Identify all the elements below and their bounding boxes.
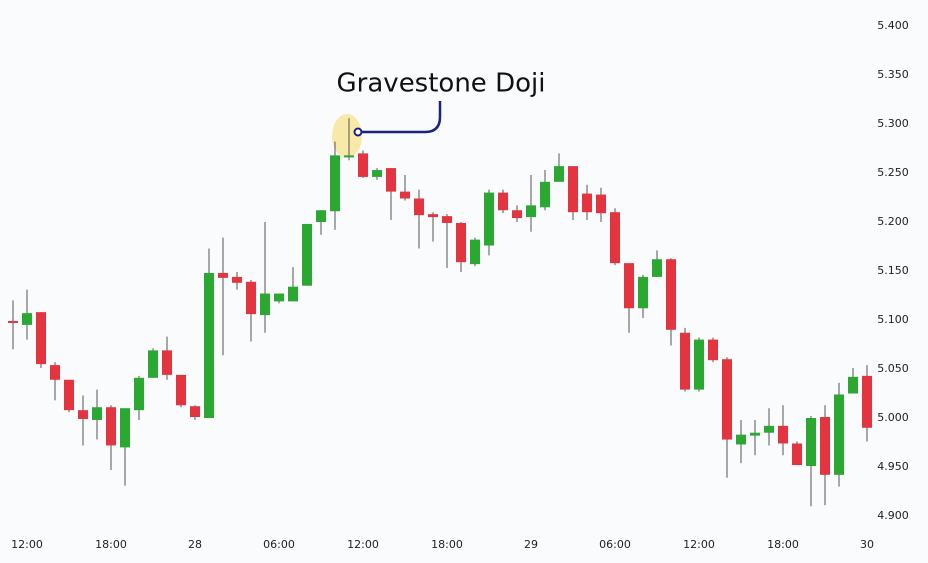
candle-body	[78, 410, 88, 419]
candle-body	[736, 434, 746, 445]
y-tick-label: 5.250	[877, 166, 909, 179]
x-tick-label: 18:00	[95, 538, 127, 551]
x-tick-label: 12:00	[11, 538, 43, 551]
candle-body	[484, 192, 494, 246]
annotation-arrow	[361, 101, 442, 134]
candle-body	[820, 417, 830, 475]
candle-body	[834, 394, 844, 475]
x-tick-label: 18:00	[431, 538, 463, 551]
candle-body	[386, 168, 396, 192]
y-tick-label: 5.300	[877, 117, 909, 130]
annotation-dot	[353, 127, 363, 137]
y-tick-label: 4.900	[877, 509, 909, 522]
candle-body	[162, 350, 172, 375]
y-tick-label: 5.150	[877, 264, 909, 277]
candle-body	[428, 214, 438, 218]
candle-body	[190, 406, 200, 418]
x-tick-label: 06:00	[263, 538, 295, 551]
candle-body	[8, 320, 18, 323]
candle-body	[638, 276, 648, 309]
x-tick-label: 30	[860, 538, 874, 551]
y-tick-label: 5.350	[877, 68, 909, 81]
candle-body	[204, 272, 214, 418]
candle-body	[288, 286, 298, 302]
candle-body	[470, 239, 480, 265]
candle-body	[92, 407, 102, 420]
candle-body	[36, 312, 46, 365]
x-tick-label: 28	[188, 538, 202, 551]
x-tick-label: 12:00	[347, 538, 379, 551]
candle-body	[344, 155, 354, 158]
candle-body	[218, 272, 228, 278]
candle-body	[22, 313, 32, 325]
x-tick-label: 18:00	[767, 538, 799, 551]
candle-body	[232, 276, 242, 283]
candle-body	[624, 263, 634, 309]
candle-body	[106, 407, 116, 446]
candle-body	[848, 376, 858, 394]
candle-body	[302, 223, 312, 286]
candle-body	[778, 425, 788, 444]
candle-body	[722, 359, 732, 440]
candle-body	[526, 205, 536, 218]
candle-body	[120, 408, 130, 448]
candle-body	[806, 418, 816, 467]
candle-body	[540, 181, 550, 208]
candle-body	[148, 350, 158, 378]
candle-body	[50, 365, 60, 380]
candle-body	[260, 293, 270, 316]
candle-body	[708, 339, 718, 361]
x-tick-label: 29	[524, 538, 538, 551]
candle-body	[596, 194, 606, 214]
highlight	[332, 114, 362, 158]
candle-body	[764, 425, 774, 433]
candle-body	[134, 377, 144, 411]
x-tick-label: 12:00	[683, 538, 715, 551]
candle-body	[414, 198, 424, 216]
candle-body	[680, 332, 690, 390]
candle-body	[666, 259, 676, 330]
candle-body	[442, 216, 452, 223]
candle-body	[512, 210, 522, 219]
candle-body	[862, 375, 872, 428]
y-tick-label: 4.950	[877, 460, 909, 473]
candle-body	[176, 374, 186, 406]
candle-body	[274, 293, 284, 302]
annotation: Gravestone Doji	[337, 69, 546, 99]
y-tick-label: 5.050	[877, 362, 909, 375]
candle-body	[568, 166, 578, 213]
candle-body	[456, 222, 466, 263]
candle-body	[554, 166, 564, 182]
candle-body	[64, 379, 74, 411]
candle-body	[246, 281, 256, 315]
candle-body	[792, 443, 802, 466]
candle-body	[582, 193, 592, 213]
candle-body	[498, 192, 508, 211]
candle-body	[694, 339, 704, 390]
candle-body	[750, 432, 760, 436]
y-tick-label: 5.100	[877, 313, 909, 326]
candle-body	[358, 153, 368, 177]
y-tick-label: 5.200	[877, 215, 909, 228]
y-tick-label: 5.000	[877, 411, 909, 424]
candle-body	[316, 210, 326, 222]
x-tick-label: 06:00	[599, 538, 631, 551]
candle-body	[330, 155, 340, 212]
candle-body	[652, 259, 662, 277]
y-tick-label: 5.400	[877, 19, 909, 32]
candle-body	[400, 191, 410, 199]
candle-body	[610, 212, 620, 264]
candle-body	[372, 170, 382, 177]
